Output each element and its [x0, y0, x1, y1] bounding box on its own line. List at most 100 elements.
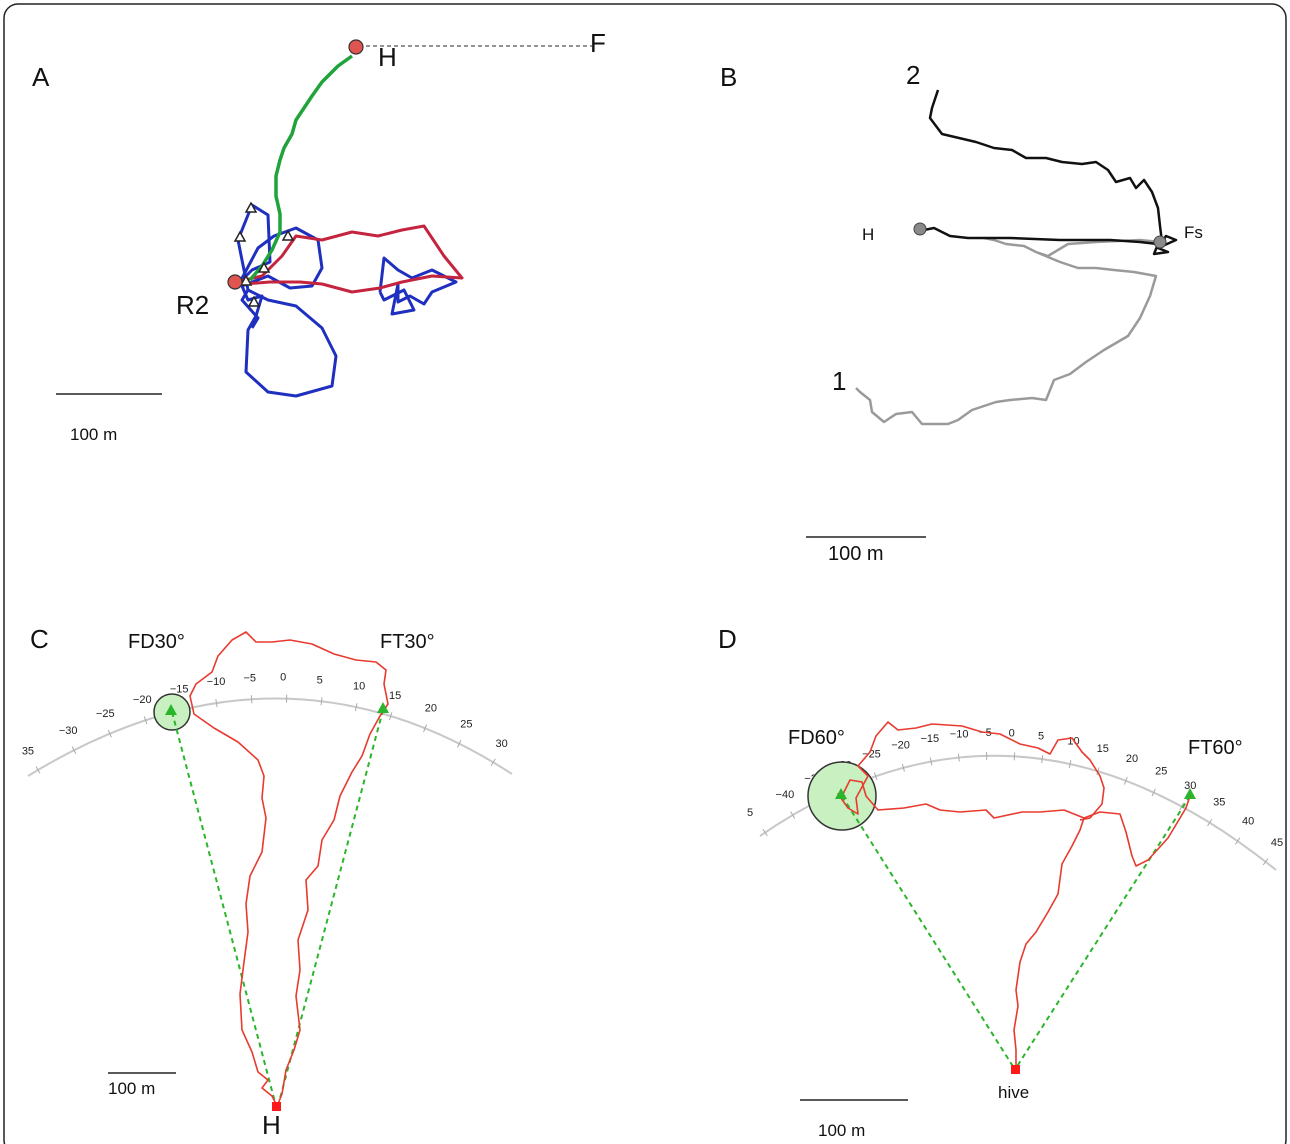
arc-tick: [873, 772, 878, 781]
scale-label-b: 100 m: [828, 543, 884, 565]
arc-tick-label: 15: [389, 690, 401, 702]
hive-marker-c: [272, 1102, 281, 1111]
figure-frame: [3, 3, 1287, 1144]
triangle-marker: [239, 274, 253, 286]
bee-track-d: [837, 721, 1191, 1066]
arc-tick: [71, 746, 77, 754]
arc-tick: [215, 699, 218, 708]
arc-tick: [901, 763, 905, 772]
search-track-east: [378, 256, 458, 316]
panel-b: B 2 1 H Fs 100 m: [720, 60, 1203, 565]
arc-tick-label: −25: [96, 708, 115, 720]
release-point: [227, 274, 243, 290]
arc-tick-label: 0: [1009, 727, 1015, 739]
left-feeder-label-c: FD30°: [128, 631, 185, 653]
arc-tick-label: 5: [747, 807, 753, 819]
arc-tick-label: 0: [280, 672, 286, 684]
hive-label-d: hive: [998, 1083, 1029, 1102]
search-track: [236, 203, 338, 398]
arc-tick-label: −10: [207, 676, 226, 688]
arc-tick: [1123, 776, 1128, 785]
arc-tick-label: −30: [59, 725, 78, 737]
arc-tick-label: 35: [1213, 797, 1225, 809]
arc-tick-label: 20: [425, 703, 437, 715]
hive-label-a: H: [378, 42, 397, 72]
panel-d-letter: D: [718, 624, 737, 654]
arc-tick: [143, 716, 148, 725]
arc-tick: [423, 724, 428, 733]
vector-line-left-d: [841, 795, 1015, 1069]
hive-point-a: [348, 39, 364, 55]
outbound-track: [235, 224, 464, 294]
arc-tick-label: −20: [891, 739, 910, 751]
panel-a-letter: A: [32, 62, 50, 92]
release-label: R2: [176, 290, 209, 320]
hive-label-c: H: [262, 1110, 281, 1140]
feeder-label-b: Fs: [1184, 223, 1203, 242]
arc-tick-label: 30: [1184, 780, 1196, 792]
arc-tick-label: 10: [353, 680, 365, 692]
angle-arc-c: [27, 697, 513, 777]
triangle-marker: [244, 201, 258, 213]
vector-line-left-c: [171, 711, 277, 1107]
arc-tick-label: 5: [317, 674, 323, 686]
arc-tick-label: 25: [1155, 765, 1167, 777]
arc-tick: [1262, 858, 1269, 866]
arc-tick: [490, 758, 496, 767]
arc-tick-label: −10: [950, 729, 969, 741]
arc-tick-label: 45: [1271, 837, 1283, 849]
feeder-point-b: [1153, 235, 1167, 249]
right-feeder-label-d: FT60°: [1188, 737, 1243, 759]
triangle-marker: [257, 261, 271, 273]
homing-track: [248, 54, 354, 282]
bee-track-c: [189, 631, 389, 1105]
arc-tick: [1179, 802, 1185, 811]
arc-tick: [354, 703, 358, 712]
triangle-marker: [247, 295, 261, 307]
triangle-marker-right-d: [1184, 788, 1196, 799]
arc-tick-label: 20: [1126, 753, 1138, 765]
panel-c-letter: C: [30, 624, 49, 654]
triangle-marker-left-c: [165, 704, 177, 715]
arc-tick-label: −5: [244, 672, 257, 684]
vector-line-right-d: [1015, 795, 1191, 1069]
vector-line-right-c: [277, 709, 384, 1107]
arc-tick-label: −40: [776, 789, 795, 801]
arc-tick-label: 40: [1242, 816, 1254, 828]
triangle-marker: [281, 229, 295, 241]
flight-2-label: 2: [906, 60, 920, 90]
triangle-marker-left-d: [835, 788, 847, 799]
arc-tick-label: −15: [170, 684, 189, 696]
arc-tick: [1207, 818, 1213, 827]
scale-label-d: 100 m: [818, 1121, 865, 1140]
left-feeder-label-d: FD60°: [788, 727, 845, 749]
arc-tick: [35, 766, 41, 774]
arc-tick-label: 15: [1097, 743, 1109, 755]
arc-tick-label: −15: [920, 733, 939, 745]
scale-label-a: 100 m: [70, 425, 117, 444]
panel-b-letter: B: [720, 62, 737, 92]
arc-tick: [389, 712, 393, 721]
arc-tick: [762, 828, 768, 837]
panel-c: C FD30° FT30° 35 −30 −25 −20 −15 −10 −5 0 5 10 15 2…: [22, 624, 513, 1140]
flight-1-label: 1: [832, 366, 846, 396]
hive-point-b: [913, 222, 927, 236]
arc-tick: [107, 729, 112, 738]
arc-ticks-c: 35 −30 −25 −20 −15 −10 −5 0 5 10 15 20 25 30: [22, 672, 508, 774]
arc-tick-label: −25: [862, 748, 881, 760]
arc-tick-label: 30: [495, 738, 507, 750]
hive-marker-d: [1011, 1065, 1020, 1074]
arc-tick: [320, 697, 323, 706]
flight-2-track: [923, 89, 1178, 256]
panel-a: A H F R2 100 m: [32, 28, 606, 444]
arc-tick: [929, 757, 933, 766]
hive-label-b: H: [862, 225, 874, 244]
arc-tick-label: −20: [133, 694, 152, 706]
arc-tick: [1234, 837, 1241, 845]
arc-tick: [1151, 788, 1156, 797]
arc-tick: [457, 739, 462, 748]
triangle-marker-right-c: [377, 702, 389, 713]
triangle-marker: [233, 230, 247, 242]
arc-tick: [1068, 760, 1072, 769]
